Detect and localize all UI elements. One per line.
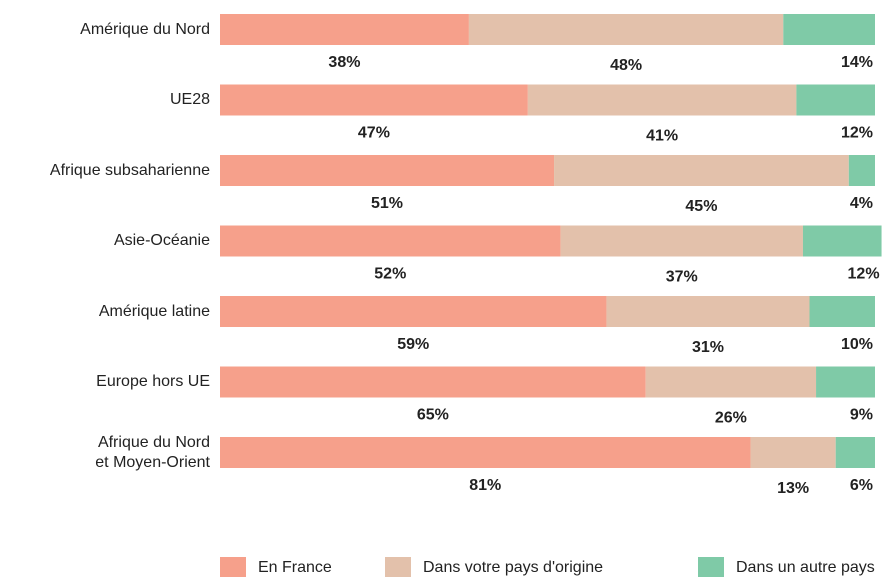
bar-segment bbox=[645, 366, 817, 398]
value-label: 10% bbox=[841, 336, 873, 353]
value-label: 81% bbox=[469, 477, 501, 494]
value-label: 14% bbox=[841, 54, 873, 71]
bar-segment bbox=[220, 437, 751, 468]
bar-segment bbox=[816, 366, 875, 398]
legend-label: Dans un autre pays bbox=[736, 559, 875, 576]
bar-segment bbox=[809, 296, 875, 327]
value-label: 41% bbox=[646, 128, 678, 145]
bar-segment bbox=[554, 155, 849, 186]
bar-segment bbox=[220, 296, 607, 327]
value-label: 6% bbox=[850, 477, 873, 494]
bar-segment bbox=[220, 366, 646, 398]
bar-segment bbox=[606, 296, 810, 327]
category-label: Europe hors UE bbox=[96, 373, 210, 390]
bar-segment bbox=[220, 225, 561, 257]
category-label: Asie-Océanie bbox=[113, 232, 210, 249]
value-label: 45% bbox=[685, 198, 717, 215]
value-label: 38% bbox=[328, 54, 360, 71]
legend-label: En France bbox=[258, 559, 332, 576]
bar-segment bbox=[796, 84, 875, 116]
value-label: 4% bbox=[850, 195, 873, 212]
value-label: 26% bbox=[715, 410, 747, 427]
value-label: 12% bbox=[848, 266, 880, 283]
value-label: 31% bbox=[692, 339, 724, 356]
category-label: Amérique latine bbox=[98, 302, 210, 320]
category-label: UE28 bbox=[169, 91, 210, 108]
legend-swatch bbox=[220, 557, 246, 577]
value-label: 48% bbox=[610, 57, 642, 74]
bar-segment bbox=[835, 437, 875, 468]
bar-segment bbox=[783, 14, 875, 45]
bar-segment bbox=[802, 225, 882, 257]
legend-swatch bbox=[385, 557, 411, 577]
value-label: 47% bbox=[358, 125, 390, 142]
legend-label: Dans votre pays d'origine bbox=[423, 559, 603, 576]
bar-segment bbox=[220, 84, 528, 116]
value-label: 59% bbox=[397, 336, 429, 353]
value-label: 12% bbox=[841, 125, 873, 142]
category-label: Afrique subsaharienne bbox=[49, 161, 210, 179]
bar-segment bbox=[220, 14, 469, 45]
value-label: 9% bbox=[850, 407, 873, 424]
bar-segment bbox=[527, 84, 797, 116]
legend-swatch bbox=[698, 557, 724, 577]
category-label: Afrique du Nord et Moyen-Orient bbox=[95, 433, 210, 471]
bar-segment bbox=[468, 14, 784, 45]
value-label: 37% bbox=[666, 269, 698, 286]
bar-segment bbox=[560, 225, 803, 257]
value-label: 51% bbox=[371, 195, 403, 212]
value-label: 65% bbox=[417, 407, 449, 424]
bar-segment bbox=[220, 155, 555, 186]
category-label: Amérique du Nord bbox=[80, 20, 210, 38]
value-label: 13% bbox=[777, 480, 809, 497]
bar-segment bbox=[848, 155, 875, 186]
bar-segment bbox=[750, 437, 836, 468]
value-label: 52% bbox=[374, 266, 406, 283]
